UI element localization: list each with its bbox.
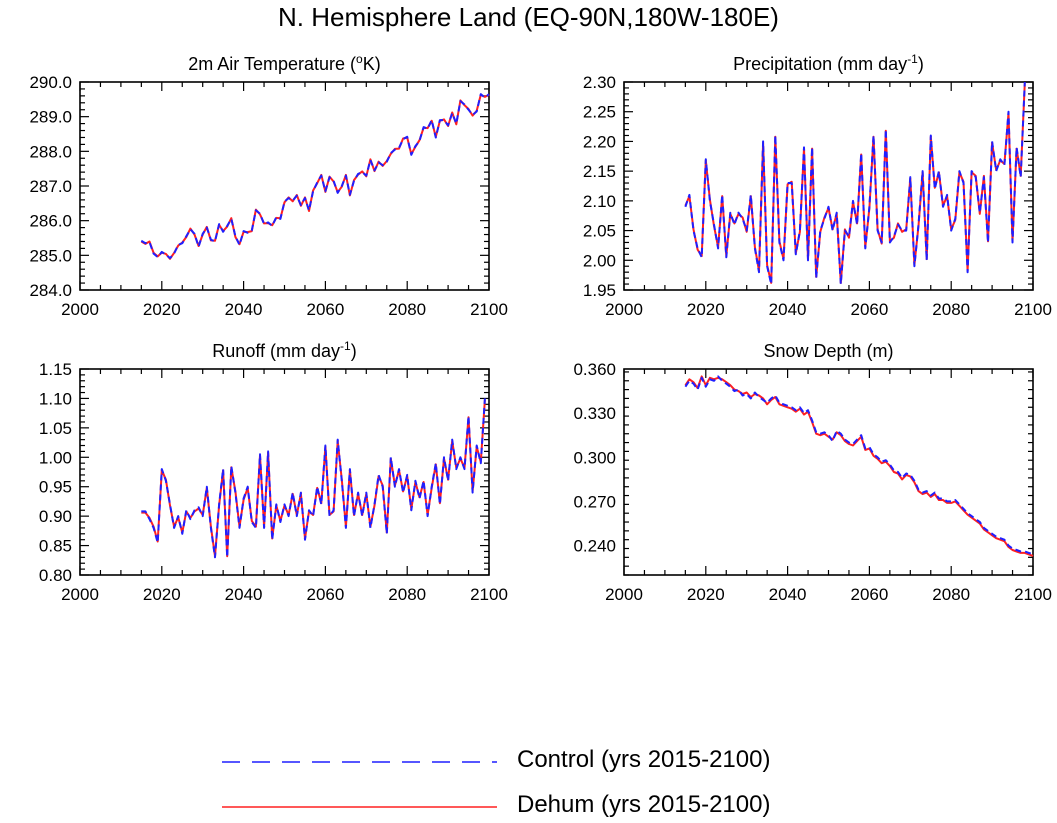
- y-tick-label: 285.0: [29, 246, 72, 265]
- panel-title: Runoff (mm day-1): [212, 339, 356, 361]
- x-tick-label: 2060: [306, 585, 344, 604]
- y-tick-label: 0.270: [573, 492, 616, 511]
- page-title: N. Hemisphere Land (EQ-90N,180W-180E): [278, 2, 779, 32]
- y-tick-label: 1.10: [39, 389, 72, 408]
- y-tick-label: 0.80: [39, 566, 72, 585]
- x-tick-label: 2000: [605, 300, 643, 319]
- panel-precipitation: Precipitation (mm day-1) 2000 2020 2040 2060…: [583, 52, 1052, 319]
- y-tick-label: 0.90: [39, 507, 72, 526]
- x-tick-label: 2020: [143, 585, 181, 604]
- series-line-control: [140, 93, 490, 260]
- x-tick-label: 2100: [1014, 585, 1052, 604]
- legend-label-dehum: Dehum (yrs 2015-2100): [517, 791, 771, 818]
- plot-frame: [79, 368, 490, 576]
- x-tick-label: 2000: [61, 300, 99, 319]
- y-tick-label: 2.15: [583, 162, 616, 181]
- y-tick-label: 287.0: [29, 177, 72, 196]
- plot-frame: [623, 368, 1034, 576]
- series-line-control: [684, 81, 1026, 286]
- y-tick-label: 2.05: [583, 222, 616, 241]
- x-tick-label: 2040: [769, 300, 807, 319]
- y-tick-label: 2.20: [583, 132, 616, 151]
- y-tick-label: 1.95: [583, 281, 616, 300]
- y-tick-label: 290.0: [29, 73, 72, 92]
- x-tick-label: 2060: [850, 585, 888, 604]
- series-line-dehum: [684, 375, 1034, 557]
- series-line-dehum: [684, 83, 1026, 284]
- x-tick-label: 2080: [932, 300, 970, 319]
- panel-title: Snow Depth (m): [763, 341, 893, 361]
- panel-runoff: Runoff (mm day-1) 2000 2020 2040 2060 2080 210…: [39, 339, 508, 604]
- panel-title: Precipitation (mm day-1): [733, 52, 924, 74]
- y-tick-label: 1.05: [39, 419, 72, 438]
- x-tick-label: 2020: [143, 300, 181, 319]
- x-tick-label: 2060: [306, 300, 344, 319]
- legend: [222, 761, 497, 808]
- x-tick-label: 2040: [225, 300, 263, 319]
- y-tick-label: 284.0: [29, 281, 72, 300]
- series-line-control: [141, 398, 486, 559]
- y-tick-label: 288.0: [29, 142, 72, 161]
- x-tick-label: 2020: [687, 585, 725, 604]
- panel-air-temperature: 2m Air Temperature (oK) 2000 2020 2040 2060 2…: [29, 52, 507, 319]
- x-tick-label: 2100: [470, 300, 508, 319]
- y-tick-label: 2.25: [583, 103, 616, 122]
- series-line-control: [684, 375, 1034, 556]
- x-tick-label: 2060: [850, 300, 888, 319]
- x-tick-label: 2080: [388, 300, 426, 319]
- y-tick-label: 1.00: [39, 448, 72, 467]
- y-tick-label: 0.330: [573, 404, 616, 423]
- panel-title: 2m Air Temperature (oK): [188, 52, 380, 74]
- x-tick-label: 2000: [605, 585, 643, 604]
- y-tick-label: 286.0: [29, 212, 72, 231]
- y-tick-label: 0.360: [573, 360, 616, 379]
- y-tick-label: 289.0: [29, 108, 72, 127]
- y-tick-label: 0.300: [573, 448, 616, 467]
- x-tick-label: 2080: [932, 585, 970, 604]
- x-tick-label: 2100: [1014, 300, 1052, 319]
- y-tick-label: 0.85: [39, 537, 72, 556]
- legend-label-control: Control (yrs 2015-2100): [517, 746, 771, 773]
- x-tick-label: 2100: [470, 585, 508, 604]
- panel-snow-depth: Snow Depth (m) 2000 2020 2040 2060 2080 2100 0.…: [573, 341, 1051, 604]
- x-tick-label: 2040: [769, 585, 807, 604]
- x-tick-label: 2000: [61, 585, 99, 604]
- y-tick-label: 0.95: [39, 478, 72, 497]
- y-tick-label: 2.10: [583, 192, 616, 211]
- series-line-dehum: [140, 93, 490, 260]
- plot-frame: [79, 81, 490, 291]
- y-tick-label: 2.00: [583, 251, 616, 270]
- y-tick-label: 0.240: [573, 537, 616, 556]
- y-tick-label: 1.15: [39, 360, 72, 379]
- x-tick-label: 2020: [687, 300, 725, 319]
- y-tick-label: 2.30: [583, 73, 616, 92]
- x-tick-label: 2080: [388, 585, 426, 604]
- x-tick-label: 2040: [225, 585, 263, 604]
